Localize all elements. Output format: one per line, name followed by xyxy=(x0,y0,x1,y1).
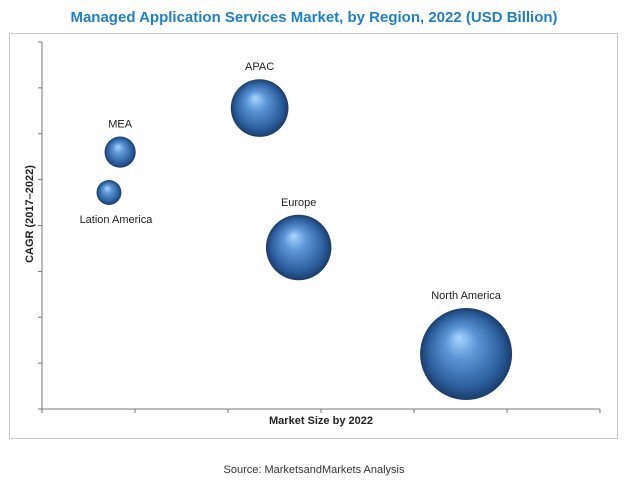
source-note: Source: MarketsandMarkets Analysis xyxy=(223,464,405,476)
bubble-label-apac: APAC xyxy=(245,61,274,73)
bubble-labels: MEA Lation America APAC Europe North America xyxy=(80,61,502,302)
bubble-europe xyxy=(265,214,332,281)
bubble-mea xyxy=(104,136,136,168)
bubble-label-europe: Europe xyxy=(281,197,316,209)
bubble-label-mea: MEA xyxy=(108,119,133,131)
bubble-north-america xyxy=(420,307,513,400)
bubbles xyxy=(96,79,513,400)
bubble-label-lation-america: Lation America xyxy=(80,214,154,226)
chart-title: Managed Application Services Market, by … xyxy=(70,9,558,26)
chart-frame xyxy=(9,33,618,439)
y-axis-title: CAGR (2017–2022) xyxy=(24,165,36,263)
axes xyxy=(38,41,601,413)
bubble-lation-america xyxy=(96,179,122,205)
bubble-label-north-america: North America xyxy=(431,290,502,302)
bubble-chart: MEA Lation America APAC Europe North America… xyxy=(24,41,601,427)
bubble-apac xyxy=(230,79,289,137)
x-axis-title: Market Size by 2022 xyxy=(269,415,373,427)
